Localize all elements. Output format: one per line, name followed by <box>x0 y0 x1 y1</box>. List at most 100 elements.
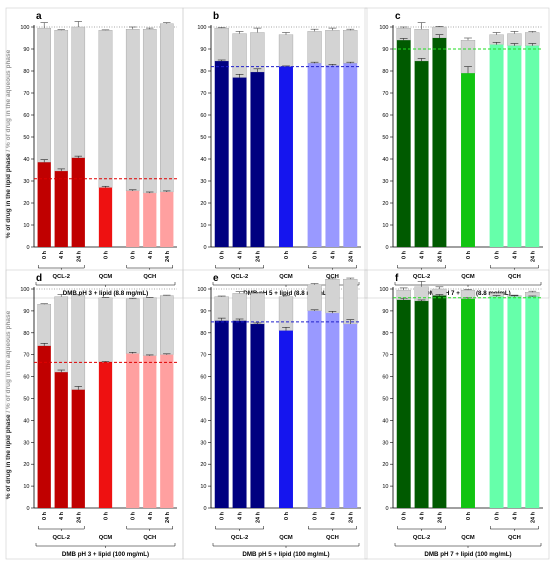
y-tick-label: 60 <box>23 375 29 381</box>
group-label: QCM <box>99 274 113 280</box>
y-tick-label: 20 <box>23 201 29 207</box>
bar-lipid <box>461 73 475 247</box>
panel-a: 0 10 20 30 40 50 60 70 80 90 100 0 h 4 h 24 h 0 h 0 h 4 … <box>5 7 184 299</box>
bar-aqueous <box>142 29 157 194</box>
x-tick-label: 4 h <box>420 250 426 259</box>
y-tick-label: 0 <box>203 506 206 512</box>
ylabel-lipid: % of drug in the lipid phase <box>5 153 12 238</box>
y-tick-label: 100 <box>197 287 206 293</box>
y-tick-label: 90 <box>23 309 29 315</box>
chart-panels: 0 10 20 30 40 50 60 70 80 90 100 0 h 4 h 24 h 0 h 0 h 4 … <box>5 7 550 560</box>
x-tick-label: 24 h <box>255 250 261 262</box>
y-tick-label: 60 <box>23 113 29 119</box>
group-label: QCH <box>143 274 156 280</box>
bar-aqueous <box>325 278 340 314</box>
bar-lipid <box>143 193 157 247</box>
bar-aqueous <box>71 295 86 390</box>
y-tick-label: 30 <box>200 440 206 446</box>
group-bracket <box>308 526 357 530</box>
y-tick-label: 50 <box>200 135 206 141</box>
group-bracket <box>490 265 539 269</box>
bar-aqueous <box>159 23 174 193</box>
y-tick-label: 80 <box>200 69 206 75</box>
group-label: QCM <box>279 535 293 541</box>
x-tick-label: 4 h <box>238 511 244 520</box>
x-tick-label: 4 h <box>238 250 244 259</box>
bar-lipid <box>71 157 85 247</box>
group-label: QCL-2 <box>231 274 248 280</box>
y-tick-label: 0 <box>26 506 29 512</box>
x-tick-label: 24 h <box>437 250 443 262</box>
bar-lipid <box>37 162 51 247</box>
y-tick-label: 80 <box>200 331 206 337</box>
y-tick-label: 80 <box>23 331 29 337</box>
y-tick-label: 80 <box>23 69 29 75</box>
x-tick-label: 0 h <box>313 511 319 520</box>
bar-lipid <box>414 301 429 508</box>
bar-lipid <box>54 171 68 247</box>
y-tick-label: 30 <box>23 179 29 185</box>
outer-bracket <box>35 543 176 547</box>
group-label: QCL-2 <box>413 535 430 541</box>
group-bracket <box>126 526 174 530</box>
outer-bracket <box>394 543 542 547</box>
bar-lipid <box>214 320 229 508</box>
bar-aqueous <box>214 27 229 62</box>
y-tick-label: 20 <box>200 462 206 468</box>
bar-aqueous <box>125 29 140 192</box>
bar-aqueous <box>414 286 429 302</box>
bar-lipid <box>98 187 113 247</box>
group-label: QCH <box>326 274 339 280</box>
outer-bracket <box>394 282 542 286</box>
y-tick-label: 30 <box>200 179 206 185</box>
bar-aqueous <box>325 30 340 66</box>
x-tick-label: 4 h <box>330 250 336 259</box>
x-tick-label: 24 h <box>76 250 82 262</box>
ylabel-separator: / <box>5 409 12 414</box>
x-tick-label: 24 h <box>76 511 82 523</box>
bar-lipid <box>214 61 229 247</box>
y-tick-label: 100 <box>379 25 388 31</box>
y-tick-label: 90 <box>382 309 388 315</box>
x-tick-label: 0 h <box>402 250 408 259</box>
bar-lipid <box>232 77 247 247</box>
panel-title: DMB pH 3 + lipid (8.8 mg/mL) <box>63 290 148 297</box>
y-tick-label: 40 <box>382 418 388 424</box>
panel-frame <box>182 7 368 299</box>
bar-lipid <box>489 296 504 508</box>
x-tick-label: 0 h <box>104 250 110 259</box>
y-tick-label: 100 <box>379 287 388 293</box>
bar-aqueous <box>250 293 265 325</box>
x-tick-label: 24 h <box>165 511 171 523</box>
y-tick-label: 30 <box>382 179 388 185</box>
panel-title: DMB pH 3 + lipid (100 mg/mL) <box>62 551 149 558</box>
y-tick-label: 40 <box>23 157 29 163</box>
y-tick-label: 50 <box>382 135 388 141</box>
bar-aqueous <box>307 284 322 312</box>
x-tick-label: 4 h <box>512 511 518 520</box>
bar-lipid <box>507 296 522 508</box>
y-tick-label: 80 <box>382 331 388 337</box>
y-tick-label: 40 <box>200 418 206 424</box>
outer-bracket <box>212 543 360 547</box>
y-tick-label: 70 <box>382 91 388 97</box>
y-tick-label: 80 <box>382 69 388 75</box>
bar-aqueous <box>414 29 429 62</box>
bar-lipid <box>279 330 293 508</box>
bar-lipid <box>414 61 429 247</box>
y-tick-label: 70 <box>23 91 29 97</box>
y-tick-label: 100 <box>20 287 29 293</box>
group-label: QCH <box>143 535 156 541</box>
y-tick-label: 10 <box>200 223 206 229</box>
y-tick-label: 90 <box>200 309 206 315</box>
group-bracket <box>397 265 446 269</box>
bar-aqueous <box>98 30 113 188</box>
bar-lipid <box>507 45 522 248</box>
panel-title: DMB pH 5 + lipid (8.8 mg/mL) <box>243 290 328 297</box>
y-tick-label: 60 <box>200 375 206 381</box>
bar-aqueous <box>343 30 358 64</box>
x-tick-label: 0 h <box>131 511 137 520</box>
x-tick-label: 4 h <box>59 250 65 259</box>
panel-frame <box>364 7 550 299</box>
